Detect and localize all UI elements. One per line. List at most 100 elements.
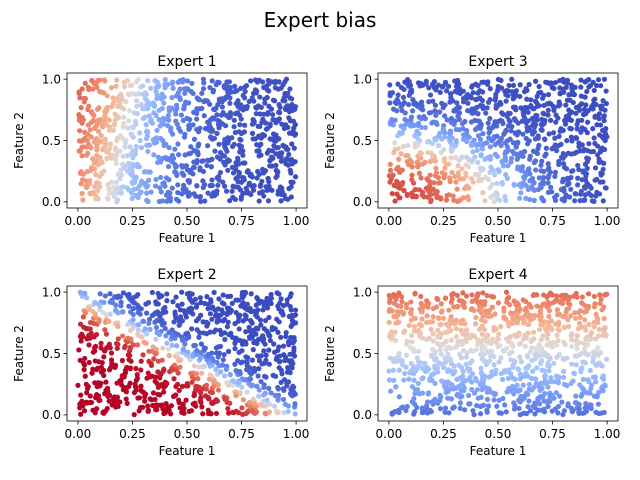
scatter-point [538,89,544,96]
scatter-point [129,150,135,156]
scatter-point [454,304,460,310]
scatter-point [498,323,504,330]
scatter-point [104,108,110,114]
scatter-point [545,363,551,369]
scatter-point [469,386,475,393]
scatter-point [416,170,422,176]
scatter-point [250,347,256,353]
scatter-point [105,196,111,202]
scatter-point [436,109,443,115]
scatter-point [220,357,226,363]
scatter-point [523,120,529,126]
scatter-point [194,157,200,164]
scatter-point [588,185,594,191]
scatter-point [466,401,472,407]
scatter-point [134,110,141,117]
scatter-point [430,346,436,352]
scatter-point [218,369,224,375]
scatter-point [507,334,513,340]
scatter-point [215,354,221,360]
scatter-point [443,338,449,344]
scatter-point [506,294,512,301]
scatter-point [96,397,102,404]
scatter-point [107,311,113,317]
scatter-point [108,179,115,185]
scatter-point [265,77,271,84]
x-tick-label: 0.75 [539,214,566,228]
scatter-point [231,124,237,130]
scatter-point [511,358,518,364]
scatter-point [545,403,551,410]
scatter-point [437,397,443,404]
scatter-point [596,326,603,332]
scatter-point [140,352,146,358]
scatter-point [106,186,112,192]
scatter-point [155,369,161,375]
scatter-point [207,183,213,189]
scatter-point [510,315,516,321]
scatter-point [536,103,542,109]
scatter-point [401,86,407,93]
scatter-point [216,177,222,183]
scatter-point [85,106,91,113]
scatter-point [450,371,456,377]
scatter-point [415,80,422,86]
scatter-point [540,95,546,101]
scatter-point [98,369,104,375]
scatter-point [194,116,200,122]
scatter-point [110,95,116,101]
scatter-point [254,79,260,85]
scatter-point [258,104,264,110]
scatter-point [165,346,172,352]
scatter-point [406,376,412,382]
scatter-point [200,184,206,191]
scatter-point [424,406,430,412]
scatter-point [113,307,119,313]
scatter-point [186,179,192,185]
scatter-point [227,372,233,378]
scatter-point [518,150,524,156]
scatter-point [599,384,606,390]
scatter-point [240,92,246,99]
scatter-point [153,402,159,408]
scatter-point [536,83,542,90]
scatter-point [491,362,497,368]
scatter-point [289,141,295,147]
scatter-point [96,105,102,111]
scatter-point [249,319,255,326]
scatter-point [545,342,551,348]
scatter-point [477,165,483,171]
scatter-point [114,77,120,83]
scatter-point [279,121,285,127]
scatter-point [125,335,131,341]
x-tick-label: 0.75 [228,214,255,228]
scatter-point [389,308,396,314]
scatter-point [448,119,454,126]
scatter-point [501,314,507,320]
scatter-point [590,374,596,380]
scatter-point [484,293,490,299]
scatter-point [166,352,172,358]
scatter-point [595,345,601,351]
scatter-point [529,175,536,182]
scatter-point [422,124,428,131]
scatter-point [249,357,256,363]
scatter-point [404,158,410,165]
scatter-point [140,91,146,97]
scatter-point [559,179,566,185]
scatter-point [179,301,185,307]
scatter-point [539,158,545,164]
scatter-point [392,198,398,204]
scatter-point [227,110,233,116]
scatter-point [288,334,294,341]
scatter-point [431,371,437,377]
scatter-point [597,292,603,298]
scatter-point [107,141,114,147]
scatter-point [573,104,579,111]
scatter-point [553,119,559,125]
scatter-point [256,393,262,399]
scatter-point [230,409,236,415]
scatter-point [601,76,608,82]
scatter-point [500,163,507,169]
scatter-point [76,114,83,120]
